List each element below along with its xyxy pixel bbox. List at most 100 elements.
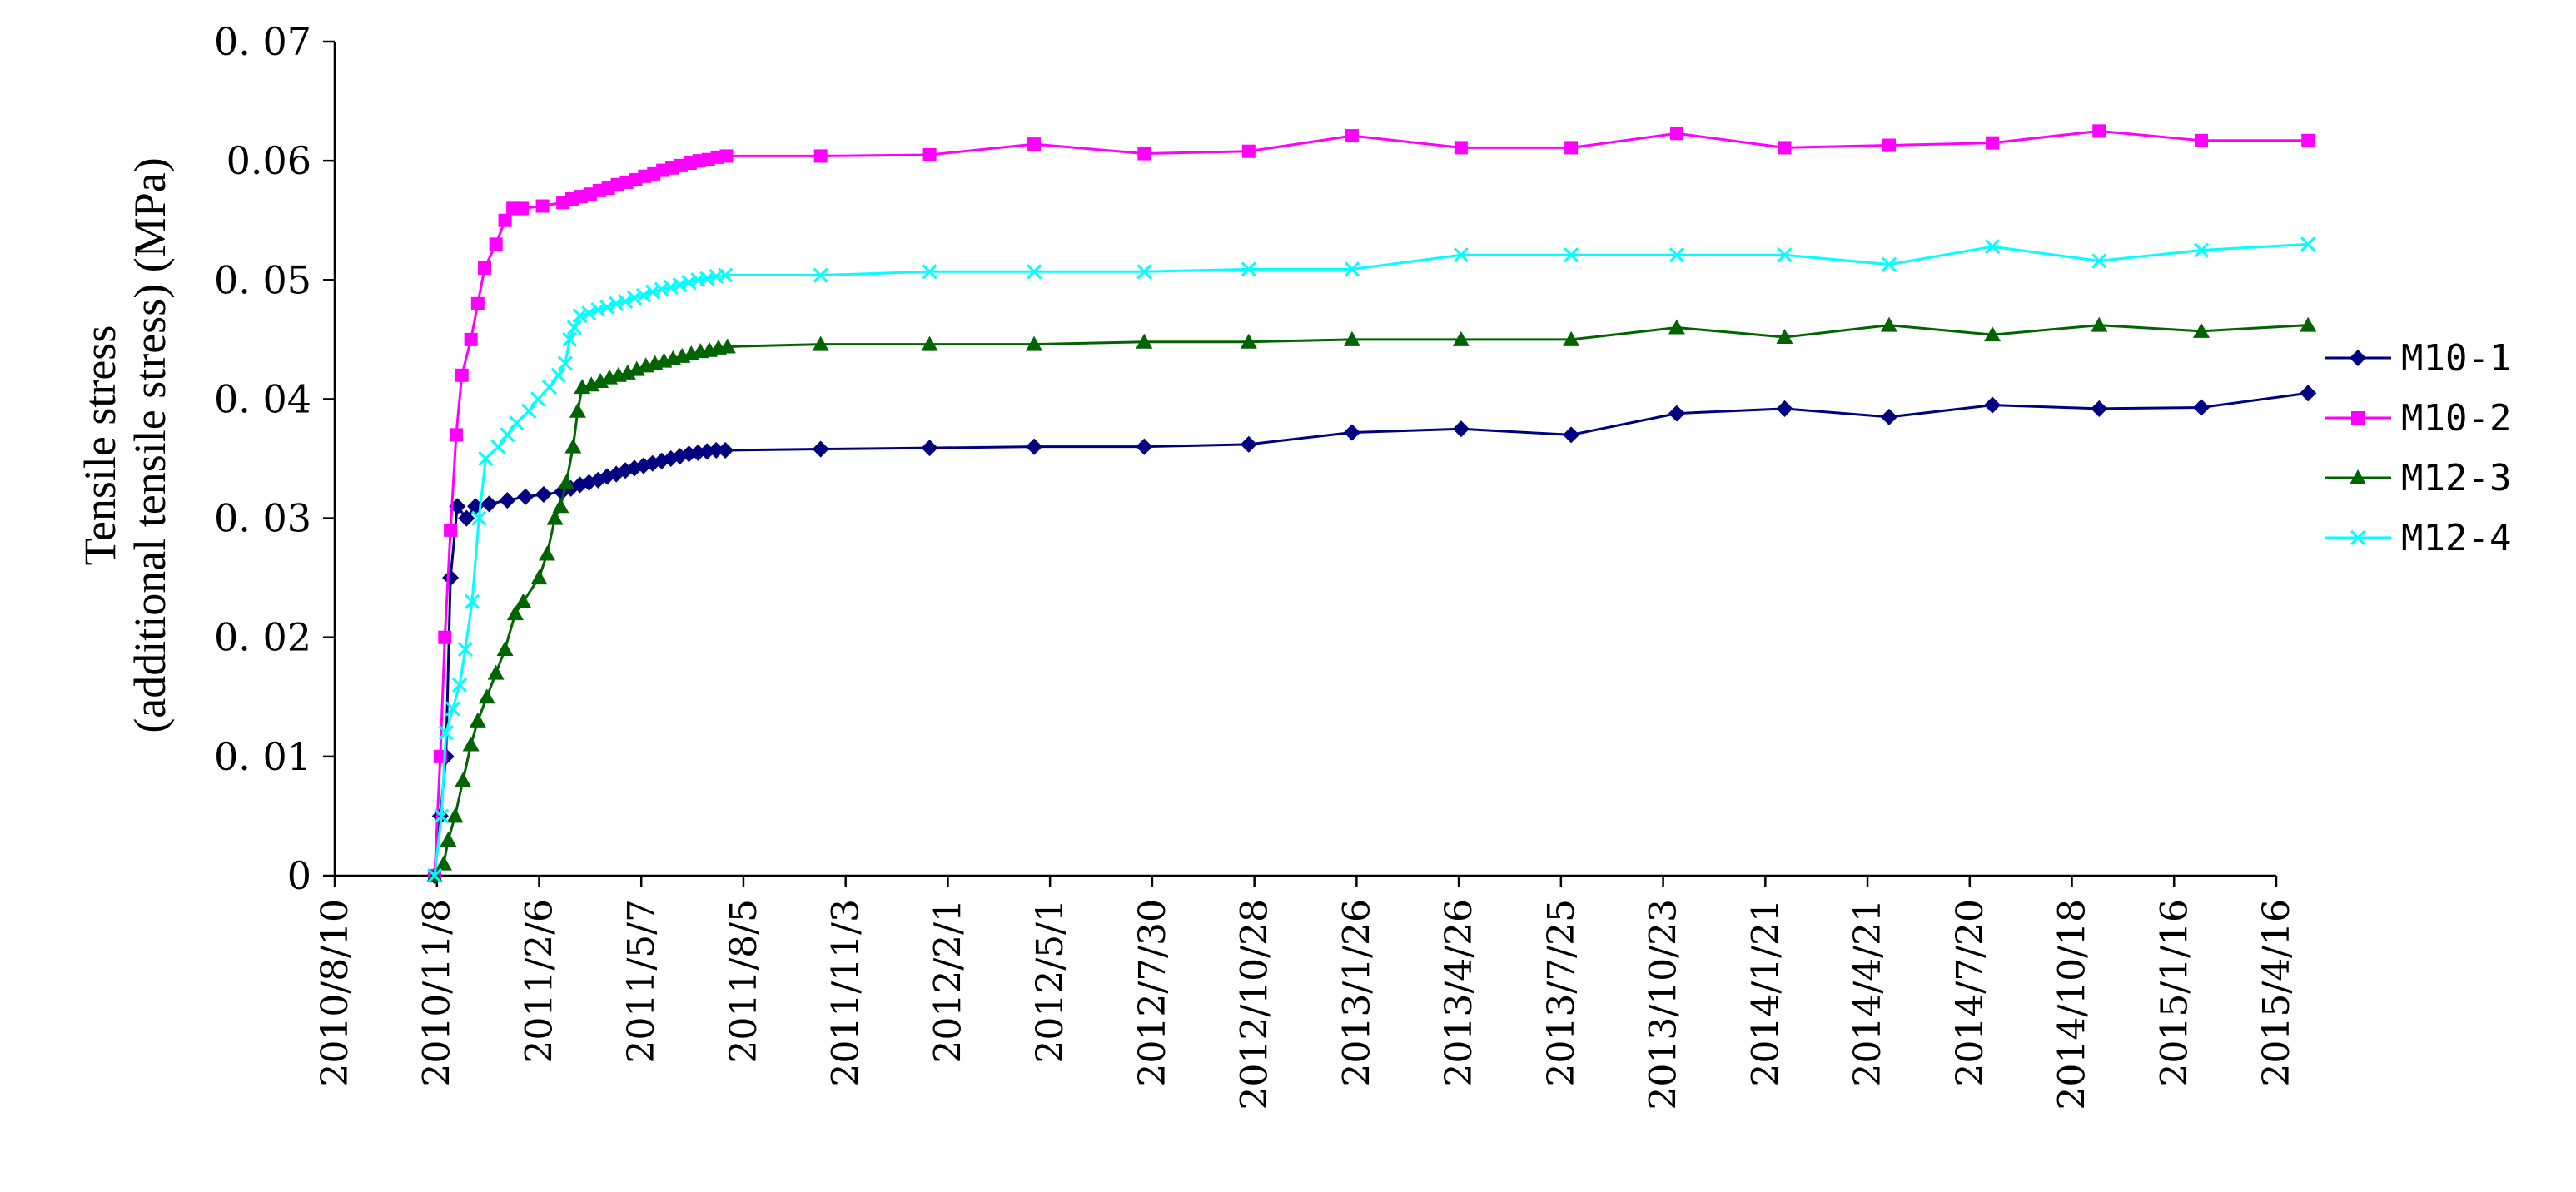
- data-point: [1882, 138, 1896, 152]
- data-point: [446, 807, 464, 823]
- data-point: [451, 677, 468, 693]
- data-point: [1668, 319, 1685, 335]
- data-point: [1241, 261, 1256, 277]
- data-point: [1136, 264, 1152, 280]
- y-tick-label: 0. 04: [214, 376, 311, 421]
- data-point: [515, 201, 530, 216]
- data-point: [2300, 236, 2316, 252]
- legend: M10-1 M10-2 M12-3 M12-4: [2325, 337, 2511, 559]
- data-point: [599, 300, 615, 315]
- data-point: [487, 664, 505, 680]
- data-point: [1668, 405, 1686, 422]
- data-point: [1240, 333, 1257, 349]
- data-point: [718, 267, 734, 283]
- data-point: [478, 450, 494, 467]
- data-point: [1669, 127, 1683, 141]
- y-tick-label: 0.06: [226, 138, 311, 183]
- data-point: [1454, 141, 1468, 155]
- data-point: [1343, 424, 1360, 441]
- y-tick-label: 0: [287, 853, 311, 898]
- x-tick-label: 2013/10/23: [1643, 899, 1685, 1110]
- series-line: [433, 324, 2309, 877]
- data-point: [2194, 133, 2208, 147]
- data-point: [2192, 399, 2210, 416]
- data-point: [434, 808, 450, 824]
- data-point: [445, 701, 460, 717]
- x-tick-label: 2014/4/21: [1847, 899, 1889, 1087]
- y-axis-title-line2: (additional tensile stress) (MPa): [125, 157, 175, 733]
- data-point: [500, 427, 515, 443]
- data-point: [2300, 385, 2317, 402]
- data-point: [509, 415, 525, 431]
- data-point: [717, 441, 734, 459]
- y-tick-label: 0. 02: [214, 615, 311, 660]
- data-point: [535, 199, 550, 213]
- data-point: [464, 594, 480, 609]
- series-m10-2: [428, 124, 2315, 882]
- data-point: [1344, 261, 1360, 277]
- legend-item-m12-3: M12-3: [2325, 457, 2511, 499]
- legend-label: M12-3: [2401, 457, 2511, 499]
- data-point: [541, 380, 557, 395]
- data-point: [1776, 328, 1793, 344]
- legend-item-m12-4: M12-4: [2325, 517, 2511, 559]
- series-m12-3: [426, 316, 2317, 882]
- data-point: [1452, 330, 1470, 346]
- data-point: [1027, 264, 1042, 280]
- data-point: [2300, 316, 2317, 332]
- data-point: [449, 428, 463, 442]
- data-point: [498, 213, 512, 227]
- data-point: [609, 296, 624, 311]
- data-point: [921, 335, 938, 351]
- data-point: [1985, 239, 2001, 255]
- data-point: [490, 439, 506, 454]
- data-point: [672, 276, 688, 293]
- data-point: [1564, 247, 1579, 263]
- data-point: [1776, 400, 1793, 417]
- series-m12-4: [426, 236, 2316, 884]
- data-point: [813, 267, 828, 283]
- data-point: [530, 569, 548, 585]
- data-point: [557, 355, 573, 371]
- legend-item-m10-1: M10-1: [2325, 337, 2511, 380]
- data-point: [1453, 247, 1469, 263]
- data-point: [440, 832, 457, 847]
- data-point: [435, 855, 452, 871]
- data-point: [1668, 247, 1685, 263]
- data-point: [1777, 247, 1793, 263]
- data-point: [2092, 124, 2106, 138]
- data-point: [552, 498, 569, 514]
- data-point: [1136, 333, 1153, 349]
- data-point: [458, 509, 475, 527]
- legend-item-m10-2: M10-2: [2325, 397, 2511, 440]
- data-point: [626, 290, 643, 305]
- data-point: [515, 593, 532, 608]
- data-point: [2091, 400, 2108, 417]
- data-point: [478, 688, 495, 704]
- data-point: [1563, 426, 1580, 444]
- x-tick-label: 2013/4/26: [1438, 899, 1480, 1087]
- data-point: [1136, 438, 1153, 455]
- x-tick-label: 2015/4/16: [2255, 899, 2298, 1087]
- data-point: [530, 391, 546, 407]
- y-tick-label: 0. 05: [214, 257, 311, 302]
- data-point: [469, 712, 486, 728]
- series-m10-1: [425, 385, 2317, 885]
- data-point: [635, 287, 651, 303]
- data-point: [521, 403, 537, 419]
- data-point: [572, 308, 588, 324]
- data-point: [1564, 141, 1579, 155]
- data-point: [457, 641, 473, 658]
- data-point: [1137, 147, 1151, 161]
- data-point: [2301, 133, 2315, 147]
- x-tick-label: 2014/7/20: [1949, 899, 1992, 1087]
- data-point: [2193, 242, 2210, 258]
- data-point: [562, 331, 578, 347]
- data-point: [444, 523, 458, 537]
- legend-label: M12-4: [2401, 517, 2511, 559]
- data-point: [2349, 349, 2367, 367]
- data-point: [564, 438, 582, 454]
- x-tick-label: 2010/8/10: [314, 899, 356, 1087]
